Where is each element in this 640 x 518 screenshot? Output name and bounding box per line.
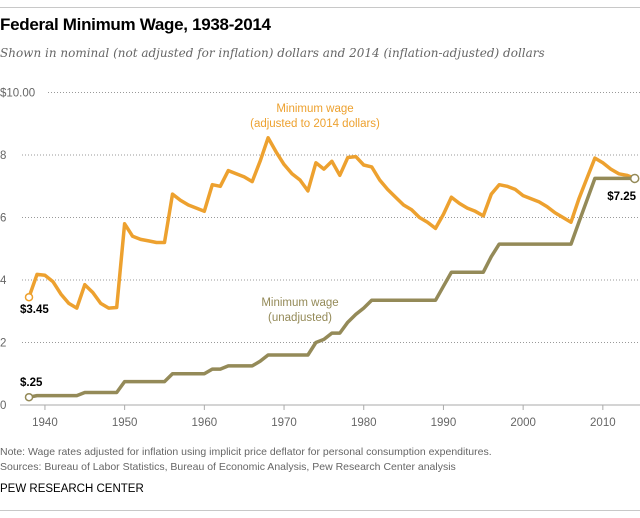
y-tick-label: 2 xyxy=(0,338,6,350)
adjusted-wage-line xyxy=(27,136,636,310)
nominal-end-label: $7.25 xyxy=(607,191,636,203)
x-tick-label: 1950 xyxy=(112,417,138,429)
y-tick-label: $10.00 xyxy=(0,88,35,100)
plot-area: 0 2 4 6 8 $10.00 1940 1950 1960 1970 1980 1990 2000 2… xyxy=(0,88,640,429)
adjusted-series-label: Minimum wage xyxy=(276,103,353,115)
x-tick-label: 1940 xyxy=(32,417,58,429)
pew-logo-text: PEW RESEARCH CENTER xyxy=(0,483,144,495)
adjusted-series-sublabel: (adjusted to 2014 dollars) xyxy=(250,118,380,130)
x-tick-label: 2000 xyxy=(510,417,536,429)
chart-subtitle: Shown in nominal (not adjusted for infla… xyxy=(0,46,545,60)
adjusted-start-label: $3.45 xyxy=(20,304,49,316)
nominal-start-label: $.25 xyxy=(20,377,43,389)
y-tick-label: 0 xyxy=(0,400,6,412)
top-divider xyxy=(0,7,640,8)
x-tick-label: 1980 xyxy=(351,417,377,429)
series-end-marker xyxy=(629,173,640,184)
x-tick-label: 2010 xyxy=(590,417,616,429)
chart-title: Federal Minimum Wage, 1938-2014 xyxy=(0,15,271,34)
chart-sources: Sources: Bureau of Labor Statistics, Bur… xyxy=(0,461,456,473)
nominal-wage-line xyxy=(28,176,635,399)
y-tick-label: 6 xyxy=(0,213,6,225)
x-tick-label: 1960 xyxy=(192,417,218,429)
bottom-divider xyxy=(0,510,640,511)
nominal-series-sublabel: (unadjusted) xyxy=(268,312,332,324)
y-tick-label: 4 xyxy=(0,275,7,287)
nominal-series-label: Minimum wage xyxy=(261,297,338,309)
x-tick-label: 1990 xyxy=(431,417,457,429)
chart-note: Note: Wage rates adjusted for inflation … xyxy=(0,446,492,458)
series-start-marker xyxy=(24,292,34,302)
series-start-marker xyxy=(24,392,34,402)
y-tick-label: 8 xyxy=(0,150,6,162)
x-tick-label: 1970 xyxy=(271,417,297,429)
